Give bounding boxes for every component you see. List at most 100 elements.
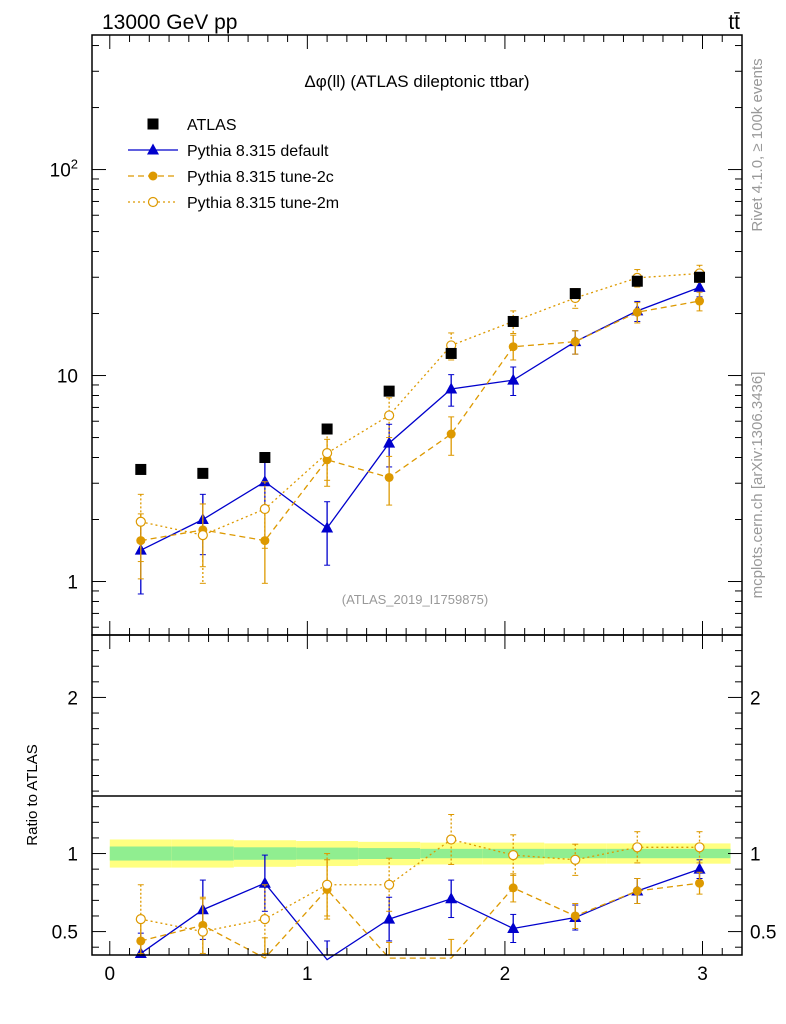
rivet-version-label: Rivet 4.1.0, ≥ 100k events — [749, 58, 766, 231]
y-tick-label: 1 — [67, 573, 78, 594]
x-tick-label: 2 — [500, 964, 511, 985]
ratio-data-point — [570, 854, 581, 865]
ratio-band-inner — [358, 848, 421, 859]
x-tick-label: 3 — [697, 964, 708, 985]
ratio-line — [140, 868, 700, 961]
y-tick-label: 102 — [50, 157, 78, 182]
energy-label: 13000 GeV pp — [102, 11, 237, 34]
main-data-point — [695, 296, 705, 306]
main-series-atlas — [135, 271, 706, 479]
ratio-panel-frame — [91, 634, 743, 956]
main-data-point — [384, 472, 394, 482]
ratio-data-point — [508, 883, 518, 893]
legend-marker — [147, 143, 159, 155]
main-data-point — [383, 385, 395, 397]
ratio-y-tick-label: 1 — [750, 845, 761, 866]
legend-entry: Pythia 8.315 tune-2c — [128, 169, 334, 186]
main-data-point — [445, 347, 457, 359]
main-data-point — [508, 342, 518, 352]
ratio-data-point — [632, 842, 643, 853]
main-series-pythia-8-315-tune-2c — [136, 291, 705, 584]
ratio-series-pythia-8-315-default — [134, 854, 706, 961]
ratio-band-inner — [171, 846, 234, 861]
ratio-data-point — [507, 921, 520, 933]
main-line — [140, 286, 700, 551]
y-tick-label: 10 — [57, 367, 78, 388]
ratio-data-point — [570, 911, 580, 921]
x-tick-label: 1 — [302, 964, 313, 985]
legend-marker — [148, 171, 158, 181]
ratio-ylabel: Ratio to ATLAS — [24, 744, 41, 845]
ratio-data-point — [632, 886, 642, 896]
main-data-point — [631, 275, 643, 287]
ratio-panel: 0 1 2 3 0.5 0.5 1 1 2 2 Ratio to ATLAS — [24, 634, 776, 985]
ratio-data-point — [446, 834, 457, 845]
ratio-data-point — [695, 878, 705, 888]
ratio-data-point — [384, 879, 395, 890]
main-data-point — [259, 503, 270, 515]
ratio-data-point — [445, 892, 458, 904]
main-data-point — [570, 337, 580, 347]
main-data-point — [445, 382, 458, 394]
legend-label: Pythia 8.315 tune-2m — [187, 195, 339, 212]
ratio-data-point — [383, 912, 396, 924]
ratio-y-tick-label: 2 — [67, 688, 78, 709]
main-data-point — [632, 307, 642, 317]
legend-marker — [147, 196, 159, 208]
ratio-band-inner — [233, 847, 297, 860]
ratio-data-point — [197, 926, 208, 937]
main-data-point — [258, 475, 271, 487]
main-data-point — [446, 429, 456, 439]
main-data-point — [135, 463, 147, 475]
main-data-point — [197, 467, 209, 479]
main-series-pythia-8-315-tune-2m — [135, 264, 705, 584]
main-data-point — [321, 521, 334, 533]
ratio-data-point — [694, 842, 705, 853]
ratio-y-tick-label: 0.5 — [52, 923, 78, 944]
ratio-data-point — [135, 913, 146, 925]
legend-label: Pythia 8.315 default — [187, 143, 329, 160]
main-data-point — [383, 436, 396, 448]
ratio-y-tick-label: 2 — [750, 688, 761, 709]
main-panel: 1 10 102 Δφ(ll) (ATLAS dileptonic ttbar) (… — [50, 34, 743, 636]
main-data-point — [321, 423, 333, 435]
ratio-data-point — [322, 879, 333, 890]
ratio-line — [140, 882, 700, 959]
main-line — [140, 300, 700, 542]
ratio-series-pythia-8-315-tune-2m — [135, 814, 705, 956]
main-data-point — [322, 448, 333, 459]
main-data-point — [693, 280, 706, 292]
x-tick-label: 0 — [104, 964, 115, 985]
ratio-data-point — [259, 913, 270, 925]
main-data-point — [507, 315, 519, 327]
ratio-data-point — [508, 849, 519, 861]
process-label: tt̄ — [728, 11, 740, 34]
main-data-point — [260, 536, 270, 546]
legend: ATLAS Pythia 8.315 default Pythia 8.315 tu… — [128, 117, 339, 212]
main-data-point — [569, 288, 581, 300]
chart-title: Δφ(ll) (ATLAS dileptonic ttbar) — [304, 72, 529, 91]
main-data-point — [259, 452, 271, 464]
main-data-point — [384, 410, 395, 421]
legend-label: ATLAS — [187, 117, 237, 134]
ratio-y-tick-label: 1 — [67, 845, 78, 866]
ratio-data-point — [693, 862, 706, 874]
legend-entry: Pythia 8.315 tune-2m — [128, 195, 339, 212]
main-data-point — [197, 530, 208, 541]
main-data-point — [135, 516, 146, 527]
main-data-point — [507, 373, 520, 385]
main-line — [140, 272, 700, 536]
analysis-id-label: (ATLAS_2019_I1759875) — [342, 592, 488, 607]
source-label: mcplots.cern.ch [arXiv:1306.3436] — [749, 372, 766, 599]
main-data-point — [136, 536, 146, 546]
ratio-y-tick-label: 0.5 — [750, 923, 776, 944]
main-series-pythia-8-315-default — [134, 278, 706, 595]
legend-entry: Pythia 8.315 default — [128, 143, 329, 160]
legend-entry: ATLAS — [147, 117, 237, 134]
ratio-band-inner — [420, 848, 483, 859]
legend-marker — [147, 118, 159, 130]
ratio-band-inner — [109, 846, 172, 861]
main-data-point — [694, 271, 706, 283]
legend-label: Pythia 8.315 tune-2c — [187, 169, 334, 186]
